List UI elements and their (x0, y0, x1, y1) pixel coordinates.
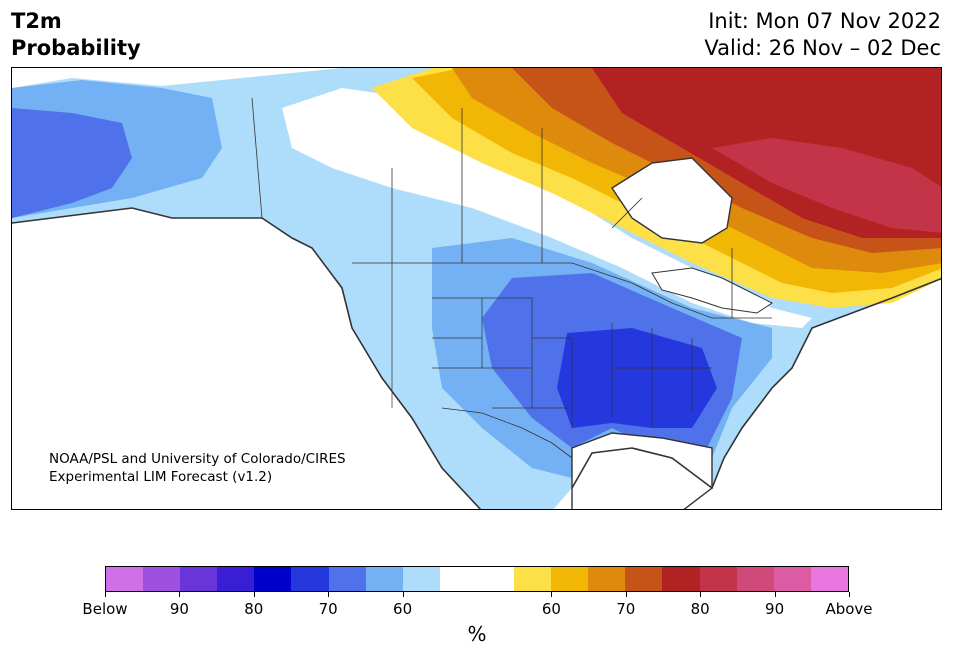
colorbar-cell (439, 567, 477, 591)
colorbar-cell (551, 567, 589, 591)
colorbar-cell (217, 567, 255, 591)
forecast-dates: Init: Mon 07 Nov 2022 Valid: 26 Nov – 02… (704, 8, 941, 62)
colorbar-tick (328, 592, 330, 597)
colorbar-tick (700, 592, 702, 597)
colorbar-tick-label: 70 (318, 600, 338, 618)
region-warm-97 (712, 138, 941, 233)
gulf-of-mexico (571, 432, 713, 509)
map-title: T2m Probability (11, 9, 141, 60)
colorbar-tick-label: Below (82, 600, 128, 618)
colorbar-tick-label: 80 (690, 600, 710, 618)
colorbar-tick-label: 90 (169, 600, 189, 618)
colorbar-cell (773, 567, 811, 591)
colorbar-cell (402, 567, 440, 591)
colorbar-cell (736, 567, 774, 591)
colorbar-cell (699, 567, 737, 591)
colorbar-cell (106, 567, 144, 591)
country-border (352, 262, 772, 459)
state-borders (391, 263, 712, 428)
colorbar-tick-label: Above (825, 600, 873, 618)
colorbar-cell (625, 567, 663, 591)
init-date: Init: Mon 07 Nov 2022 (708, 9, 941, 33)
colorbar-cell (588, 567, 626, 591)
colorbar (105, 566, 849, 592)
colorbar-tick (179, 592, 181, 597)
colorbar-cell (365, 567, 403, 591)
colorbar-cell (291, 567, 329, 591)
colorbar-tick (849, 592, 850, 597)
colorbar-cell (143, 567, 181, 591)
colorbar-cell (662, 567, 700, 591)
colorbar-tick-label: 70 (616, 600, 636, 618)
map-canvas (12, 68, 941, 509)
region-central-90 (557, 328, 717, 428)
credit-text: NOAA/PSL and University of Colorado/CIRE… (49, 450, 346, 486)
colorbar-tick (551, 592, 553, 597)
region-neutral-band (282, 88, 812, 328)
colorbar-cell (254, 567, 292, 591)
coastline (12, 207, 941, 509)
credit-line-2: Experimental LIM Forecast (v1.2) (49, 469, 273, 485)
colorbar-tick-label: 80 (244, 600, 264, 618)
colorbar-cell (328, 567, 366, 591)
colorbar-tick (402, 592, 404, 597)
colorbar-tick (253, 592, 255, 597)
probability-map (11, 67, 942, 510)
colorbar-tick (774, 592, 776, 597)
province-borders (251, 97, 733, 318)
colorbar-tick-label: 60 (541, 600, 561, 618)
colorbar-cell (810, 567, 848, 591)
colorbar-tick-label: 90 (765, 600, 785, 618)
colorbar-unit: % (467, 622, 487, 646)
credit-line-1: NOAA/PSL and University of Colorado/CIRE… (49, 451, 346, 467)
colorbar-tick (105, 592, 106, 597)
colorbar-cell (180, 567, 218, 591)
valid-date: Valid: 26 Nov – 02 Dec (704, 36, 941, 60)
colorbar-tick (625, 592, 627, 597)
great-lakes (651, 267, 773, 314)
colorbar-tick-label: 60 (393, 600, 413, 618)
colorbar-cell (476, 567, 515, 591)
region-alaska-80 (12, 108, 132, 218)
hudson-bay (611, 157, 733, 244)
colorbar-cell (514, 567, 552, 591)
